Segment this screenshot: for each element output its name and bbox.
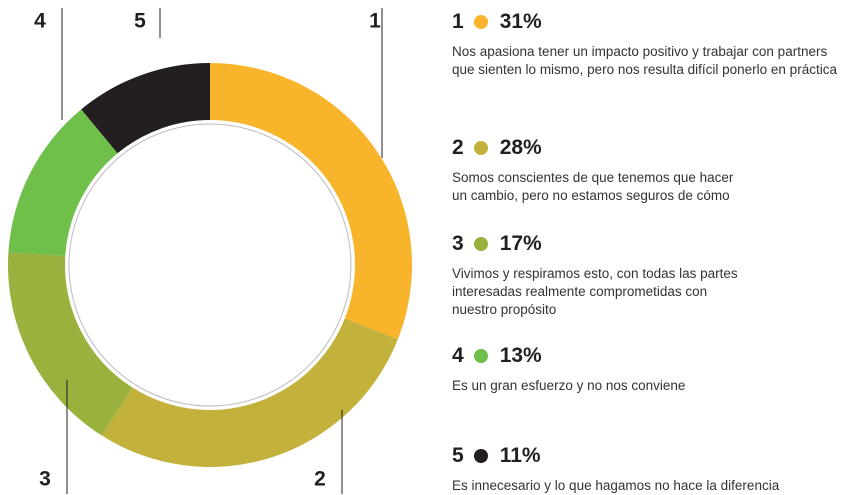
donut-segment: [8, 109, 118, 256]
legend-item: 4 13% Es un gran esfuerzo y no nos convien…: [452, 343, 842, 395]
donut-segment: [81, 63, 210, 154]
donut-segment: [8, 252, 133, 436]
legend-head: 5 11%: [452, 443, 842, 469]
legend-number: 3: [452, 232, 464, 255]
segment-label: 3: [39, 468, 51, 491]
legend-value: 17%: [499, 232, 542, 255]
legend-value: 28%: [499, 136, 542, 159]
legend-dot: [473, 141, 488, 155]
legend-value: 11%: [499, 444, 541, 467]
legend-head: 4 13%: [452, 343, 842, 369]
legend-dot: [473, 449, 488, 463]
legend-number: 1: [452, 10, 464, 33]
legend-description: Somos conscientes de que tenemos que hac…: [452, 170, 734, 203]
legend-number: 2: [452, 136, 464, 159]
inner-ring: [68, 123, 352, 407]
legend-dot: [473, 349, 488, 363]
legend-item: 1 31% Nos apasiona tener un impacto positi…: [452, 9, 851, 79]
segment-label: 2: [314, 468, 326, 491]
segment-label: 5: [134, 10, 146, 33]
segment-label: 4: [34, 10, 46, 33]
legend-head: 1 31%: [452, 9, 851, 35]
chart: 1 2 3 4 5: [8, 8, 412, 494]
legend-item: 3 17% Vivimos y respiramos esto, con todas…: [452, 231, 742, 319]
legend-dot: [473, 237, 488, 251]
legend-item: 5 11% Es innecesario y lo que hagamos no h…: [452, 443, 842, 495]
legend-description: Es innecesario y lo que hagamos no hace …: [452, 478, 780, 493]
legend-head: 3 17%: [452, 231, 742, 257]
segment-label: 1: [369, 10, 381, 33]
legend-number: 4: [452, 344, 464, 367]
legend-value: 31%: [499, 10, 542, 33]
legend-description: Es un gran esfuerzo y no nos conviene: [452, 378, 686, 393]
legend-item: 2 28% Somos conscientes de que tenemos que…: [452, 135, 742, 205]
legend-number: 5: [452, 444, 464, 467]
legend-description: Nos apasiona tener un impacto positivo y…: [452, 44, 837, 77]
donut-segment: [210, 63, 412, 340]
donut-segment: [101, 318, 398, 467]
legend-description: Vivimos y respiramos esto, con todas las…: [452, 266, 738, 317]
legend-value: 13%: [499, 344, 542, 367]
legend-head: 2 28%: [452, 135, 742, 161]
legend-dot: [473, 15, 488, 29]
